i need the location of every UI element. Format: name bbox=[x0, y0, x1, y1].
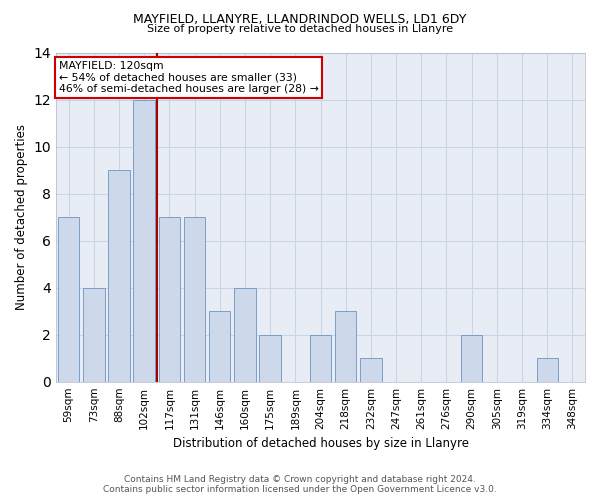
Bar bbox=[310, 334, 331, 382]
Text: MAYFIELD: 120sqm
← 54% of detached houses are smaller (33)
46% of semi-detached : MAYFIELD: 120sqm ← 54% of detached house… bbox=[59, 61, 319, 94]
Bar bbox=[461, 334, 482, 382]
Text: MAYFIELD, LLANYRE, LLANDRINDOD WELLS, LD1 6DY: MAYFIELD, LLANYRE, LLANDRINDOD WELLS, LD… bbox=[133, 12, 467, 26]
Bar bbox=[83, 288, 104, 382]
Bar bbox=[133, 100, 155, 382]
Bar bbox=[109, 170, 130, 382]
Text: Contains HM Land Registry data © Crown copyright and database right 2024.
Contai: Contains HM Land Registry data © Crown c… bbox=[103, 474, 497, 494]
Text: Size of property relative to detached houses in Llanyre: Size of property relative to detached ho… bbox=[147, 24, 453, 34]
Y-axis label: Number of detached properties: Number of detached properties bbox=[15, 124, 28, 310]
Bar bbox=[259, 334, 281, 382]
Bar bbox=[234, 288, 256, 382]
Bar bbox=[158, 218, 180, 382]
Bar bbox=[209, 311, 230, 382]
Bar bbox=[184, 218, 205, 382]
Bar bbox=[58, 218, 79, 382]
Bar bbox=[335, 311, 356, 382]
Bar bbox=[536, 358, 558, 382]
Bar bbox=[360, 358, 382, 382]
X-axis label: Distribution of detached houses by size in Llanyre: Distribution of detached houses by size … bbox=[173, 437, 469, 450]
